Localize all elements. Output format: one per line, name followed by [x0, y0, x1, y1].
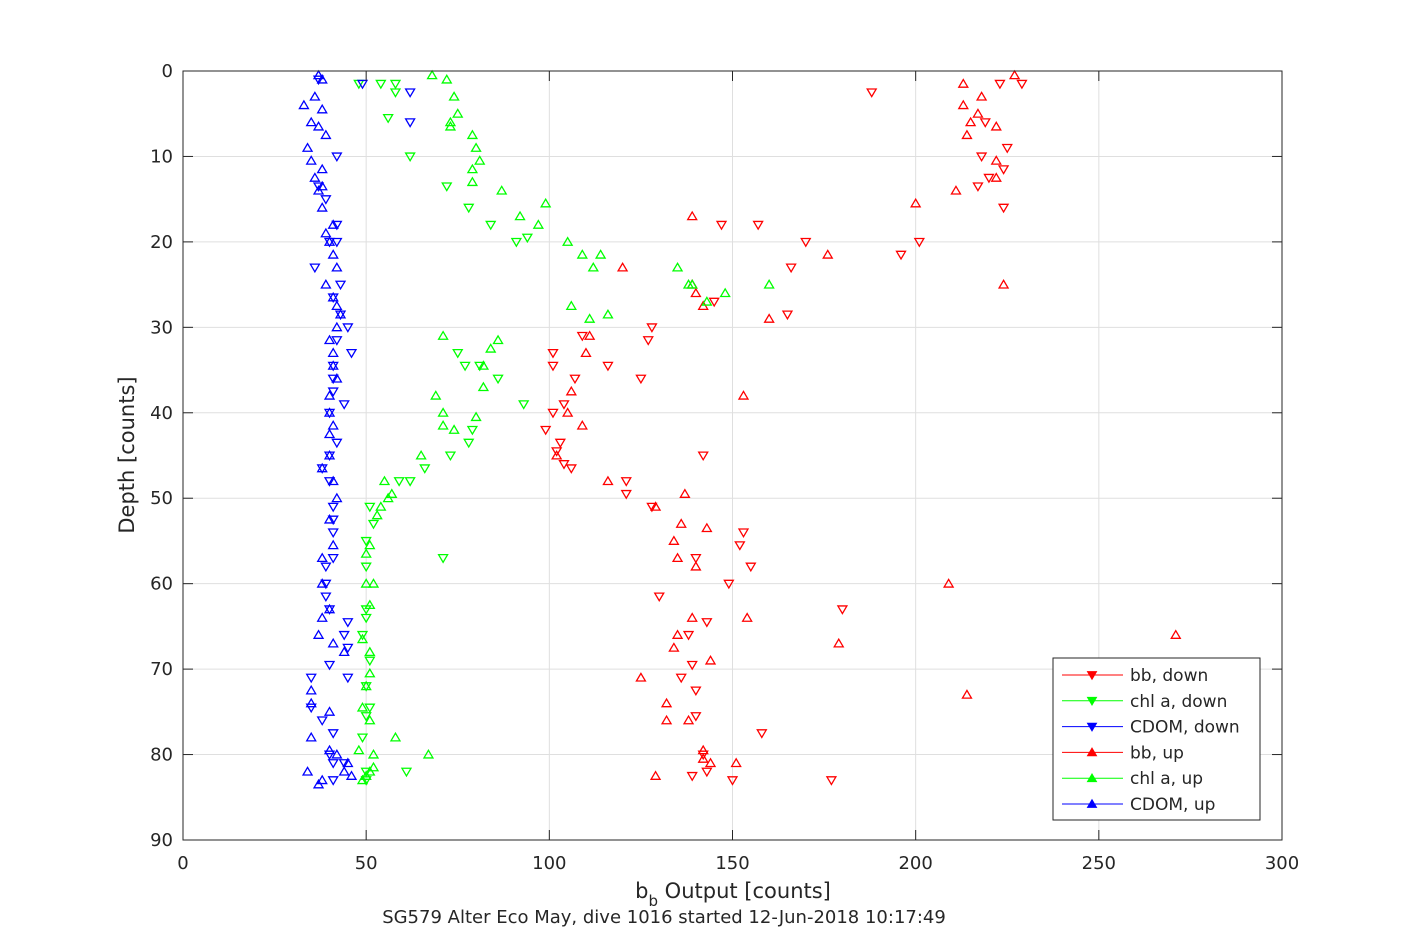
- legend-label: chl a, down: [1130, 692, 1227, 712]
- legend: bb, down chl a, down CDOM, down bb, up chl a…: [1053, 658, 1260, 820]
- y-tick-label: 60: [150, 574, 173, 595]
- y-tick-label: 80: [150, 745, 173, 766]
- chart-caption: SG579 Alter Eco May, dive 1016 started 1…: [382, 907, 946, 928]
- legend-label: CDOM, up: [1130, 795, 1215, 815]
- legend-label: CDOM, down: [1130, 718, 1240, 738]
- x-tick-label: 300: [1265, 853, 1299, 874]
- y-tick-label: 40: [150, 403, 173, 424]
- x-tick-label: 50: [355, 853, 378, 874]
- x-tick-label: 100: [532, 853, 566, 874]
- x-tick-label: 200: [898, 853, 932, 874]
- x-tick-label: 250: [1082, 853, 1116, 874]
- y-tick-label: 20: [150, 232, 173, 253]
- y-tick-label: 30: [150, 317, 173, 338]
- y-tick-label: 0: [162, 61, 173, 82]
- y-tick-label: 90: [150, 830, 173, 851]
- x-axis-label-rest: Output [counts]: [658, 879, 831, 903]
- x-axis-label-base: b: [635, 879, 648, 903]
- y-axis-label: Depth [counts]: [115, 376, 139, 533]
- legend-label: bb, down: [1130, 666, 1208, 686]
- x-tick-label: 150: [715, 853, 749, 874]
- legend-label: chl a, up: [1130, 769, 1203, 789]
- legend-label: bb, up: [1130, 743, 1184, 763]
- y-tick-label: 10: [150, 146, 173, 167]
- x-tick-label: 0: [177, 853, 188, 874]
- y-tick-label: 70: [150, 659, 173, 680]
- y-tick-label: 50: [150, 488, 173, 509]
